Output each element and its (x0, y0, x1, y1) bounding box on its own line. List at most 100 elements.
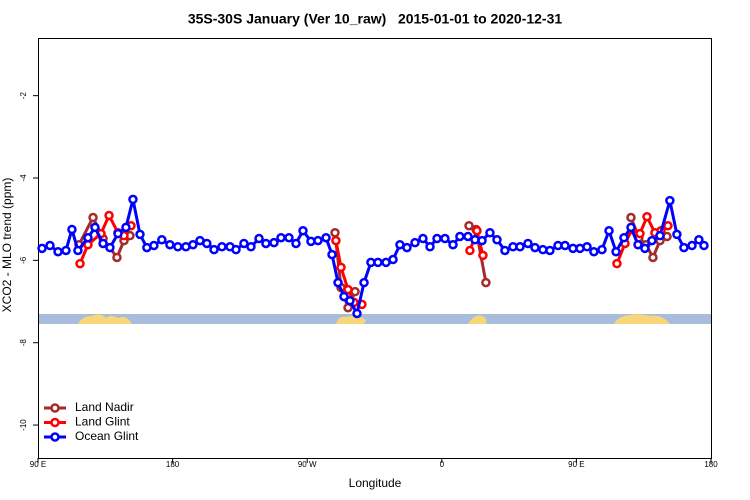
data-point (188, 239, 198, 250)
data-point (149, 240, 159, 251)
data-point (530, 242, 540, 253)
data-point (500, 245, 510, 256)
data-point (121, 222, 131, 233)
data-point (157, 235, 167, 245)
data-point (626, 212, 636, 223)
data-point (418, 233, 428, 244)
data-point (478, 250, 488, 261)
x-tick-label: 90 E (568, 460, 584, 469)
data-point (128, 194, 138, 205)
data-point (633, 239, 643, 250)
data-point (75, 258, 85, 269)
data-point (635, 228, 645, 239)
data-point (88, 212, 98, 223)
data-point (61, 245, 71, 256)
data-point (402, 242, 412, 253)
data-point (202, 238, 212, 249)
data-point (642, 211, 652, 222)
data-point (298, 225, 308, 236)
data-point (135, 229, 145, 240)
data-point (647, 235, 657, 246)
data-point (343, 284, 353, 295)
data-point (672, 229, 682, 240)
plot-frame (38, 38, 712, 459)
data-point (173, 242, 183, 252)
data-point (217, 242, 227, 252)
data-point (331, 235, 341, 246)
data-point (687, 240, 697, 251)
data-point (113, 228, 123, 239)
data-point (440, 233, 450, 244)
data-point (73, 245, 83, 256)
data-point (597, 244, 607, 255)
data-point (333, 277, 343, 288)
data-point (655, 230, 665, 241)
data-point (231, 244, 241, 255)
data-point (359, 277, 369, 288)
data-point (611, 246, 621, 257)
data-point (45, 240, 55, 251)
series-line (41, 199, 706, 318)
data-point (327, 249, 337, 260)
data-point (463, 231, 473, 242)
data-point (619, 232, 629, 243)
y-tick-label: -4 (19, 174, 28, 182)
data-point (545, 245, 555, 256)
data-point (254, 233, 264, 244)
data-point (352, 308, 362, 319)
data-point (291, 238, 301, 249)
data-point (477, 235, 487, 246)
data-point (699, 240, 709, 251)
data-point (582, 242, 592, 252)
legend-marker (50, 403, 60, 413)
y-axis-label: XCO2 - MLO trend (ppm) (0, 178, 14, 313)
x-tick-label: 180 (704, 460, 718, 469)
data-point (388, 254, 398, 265)
legend-label: Ocean Glint (75, 429, 139, 443)
data-point (679, 242, 689, 253)
data-point (83, 232, 93, 243)
y-tick-label: -2 (19, 92, 28, 100)
data-point (492, 235, 502, 245)
ocean-strip (39, 314, 711, 324)
data-point (694, 235, 704, 245)
data-point (209, 244, 219, 255)
data-point (98, 238, 108, 249)
y-tick-label: -8 (19, 339, 28, 347)
data-point (485, 228, 495, 238)
data-point (37, 243, 47, 254)
data-point (330, 228, 340, 238)
data-point (604, 225, 614, 236)
data-point (410, 237, 420, 248)
data-point (465, 245, 475, 256)
y-tick-label: -10 (19, 419, 28, 431)
x-tick-label: 180 (166, 460, 180, 469)
data-point (313, 235, 323, 246)
data-point (523, 238, 533, 249)
data-point (455, 231, 465, 242)
data-point (648, 252, 658, 263)
x-tick-label: 90 E (30, 460, 46, 469)
legend-marker (50, 417, 60, 428)
y-tick-label: -6 (19, 256, 28, 264)
data-point (345, 295, 355, 306)
land-strip (78, 314, 670, 324)
data-point (246, 242, 256, 252)
data-point (663, 221, 673, 231)
data-point (53, 246, 63, 257)
data-point (239, 238, 249, 249)
x-tick-label: 90 W (298, 460, 317, 469)
chart-title: 35S-30S January (Ver 10_raw) 2015-01-01 … (188, 11, 563, 27)
data-point (339, 291, 349, 302)
data-point (481, 277, 491, 288)
x-axis-label: Longitude (349, 476, 402, 490)
data-point (261, 238, 271, 249)
data-point (67, 224, 77, 235)
data-point (276, 232, 286, 243)
data-point (336, 262, 346, 273)
data-point (626, 222, 636, 233)
data-point (112, 252, 122, 263)
data-point (640, 243, 650, 254)
data-point (165, 239, 175, 250)
